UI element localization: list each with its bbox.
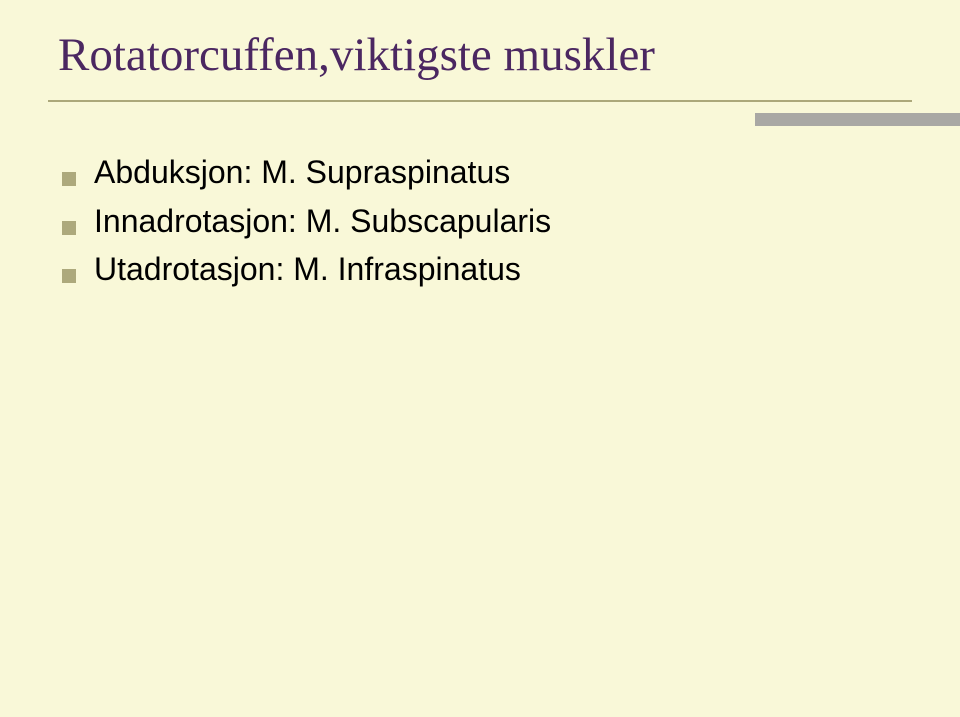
- side-accent-bar: [755, 113, 960, 126]
- slide-title: Rotatorcuffen,viktigste muskler: [58, 28, 655, 82]
- list-item: Innadrotasjon: M. Subscapularis: [62, 197, 900, 246]
- list-item: Utadrotasjon: M. Infraspinatus: [62, 245, 900, 294]
- square-bullet-icon: [62, 221, 76, 235]
- square-bullet-icon: [62, 172, 76, 186]
- bullet-list: Abduksjon: M. Supraspinatus Innadrotasjo…: [62, 148, 900, 294]
- list-item-text: Innadrotasjon: M. Subscapularis: [94, 197, 900, 246]
- list-item: Abduksjon: M. Supraspinatus: [62, 148, 900, 197]
- slide: Rotatorcuffen,viktigste muskler Abduksjo…: [0, 0, 960, 717]
- list-item-text: Utadrotasjon: M. Infraspinatus: [94, 245, 900, 294]
- square-bullet-icon: [62, 269, 76, 283]
- list-item-text: Abduksjon: M. Supraspinatus: [94, 148, 900, 197]
- title-underline: [48, 100, 912, 102]
